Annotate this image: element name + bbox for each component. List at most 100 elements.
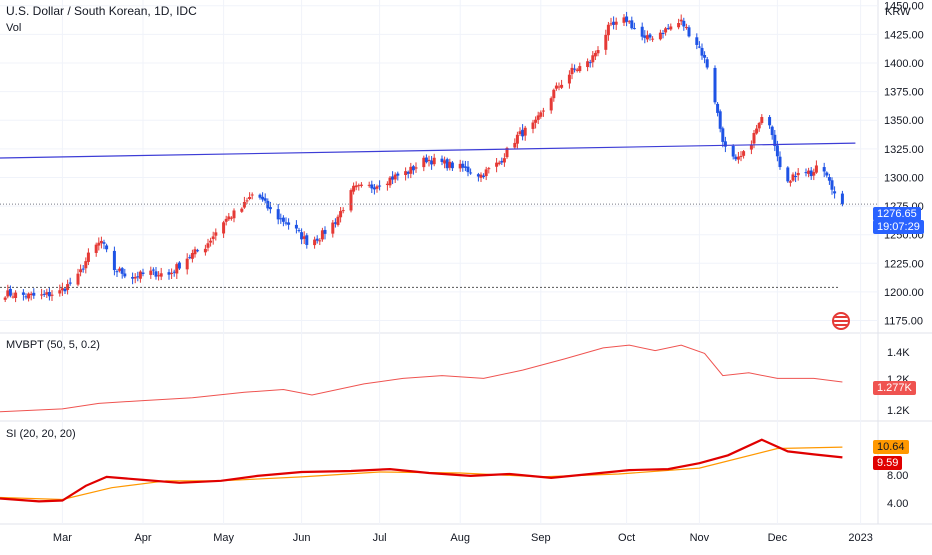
candle-body: [287, 222, 291, 225]
candle-body: [115, 271, 119, 273]
candle-body: [276, 209, 280, 220]
price-tick-label: 1225.00: [884, 258, 924, 270]
candle-body: [385, 183, 389, 185]
si-signal-tag: 10.64: [873, 440, 909, 454]
us-flag-icon[interactable]: [832, 312, 850, 330]
candle-body: [167, 272, 171, 275]
candle-body: [203, 248, 207, 253]
candle-body: [586, 61, 590, 68]
candle-body: [32, 292, 36, 296]
price-tick-label: 1350.00: [884, 115, 924, 127]
candle-body: [734, 156, 738, 160]
candle-body: [827, 177, 831, 181]
candle-body: [495, 162, 499, 167]
candle-body: [716, 103, 720, 113]
candle-body: [367, 184, 371, 186]
candle-body: [833, 191, 837, 194]
si-title: SI (20, 20, 20): [6, 428, 76, 440]
candle-body: [778, 156, 782, 168]
candle-body: [157, 275, 161, 277]
candle-body: [84, 261, 88, 269]
candle-body: [318, 240, 322, 242]
price-tick-label: 1400.00: [884, 58, 924, 70]
candle-body: [703, 54, 707, 58]
last-price-tag: 1276.65: [873, 207, 921, 221]
candle-body: [50, 294, 54, 296]
candle-body: [297, 230, 301, 232]
candle-body: [359, 184, 363, 186]
candle-body: [24, 296, 28, 298]
candle-body: [261, 196, 265, 200]
candle-body: [42, 293, 46, 295]
candle-body: [651, 38, 655, 40]
candle-body: [268, 207, 272, 210]
candle-body: [58, 290, 62, 294]
candle-body: [523, 127, 527, 136]
time-tick-label: Aug: [450, 532, 470, 544]
candle-body: [315, 238, 319, 241]
time-tick-label: Oct: [618, 532, 635, 544]
candle-body: [739, 155, 743, 157]
candle-body: [625, 16, 629, 22]
candle-body: [60, 288, 64, 291]
candle-body: [661, 32, 665, 34]
candle-body: [500, 160, 504, 163]
candle-body: [614, 21, 618, 25]
candle-body: [552, 89, 556, 99]
candle-body: [814, 165, 818, 173]
candle-body: [105, 245, 109, 250]
time-tick-label: Apr: [134, 532, 151, 544]
candle-body: [138, 271, 142, 279]
candle-body: [755, 128, 759, 134]
candle-body: [375, 186, 379, 189]
candle-body: [339, 211, 343, 218]
candle-body: [188, 257, 192, 259]
candle-body: [112, 250, 116, 271]
candle-body: [627, 21, 631, 23]
candle-body: [14, 292, 18, 298]
candle-body: [86, 252, 90, 262]
candle-body: [479, 174, 483, 178]
candle-body: [97, 242, 101, 246]
candle-body: [770, 126, 774, 136]
candle-body: [521, 129, 525, 137]
candle-body: [430, 160, 434, 165]
candle-body: [812, 172, 816, 176]
candle-body: [79, 269, 83, 273]
candle-body: [354, 185, 358, 188]
candle-body: [515, 134, 519, 144]
candle-body: [682, 20, 686, 27]
candle-body: [666, 28, 670, 30]
candle-body: [560, 84, 564, 88]
trendline: [0, 142, 856, 159]
candle-body: [760, 117, 764, 124]
candle-body: [557, 86, 561, 88]
si-signal-line: [0, 446, 843, 501]
candle-body: [791, 174, 795, 181]
candle-body: [742, 151, 746, 156]
mvbpt-line: [0, 344, 843, 413]
candle-body: [391, 176, 395, 180]
candle-body: [604, 34, 608, 50]
candle-body: [752, 132, 756, 144]
price-tick-label: 1200.00: [884, 287, 924, 299]
candle-body: [131, 276, 135, 279]
time-tick-label: May: [213, 532, 234, 544]
candle-body: [687, 27, 691, 37]
candle-body: [440, 158, 444, 162]
candle-body: [830, 180, 834, 190]
candle-body: [697, 46, 701, 48]
candle-body: [222, 222, 226, 234]
candle-body: [279, 218, 283, 220]
candle-body: [372, 187, 376, 190]
candle-body: [606, 24, 610, 36]
candle-body: [757, 122, 761, 129]
candle-body: [149, 270, 153, 275]
candle-body: [825, 172, 829, 176]
candle-body: [427, 159, 431, 161]
candle-body: [609, 23, 613, 25]
candle-body: [679, 19, 683, 22]
candle-body: [214, 232, 218, 236]
price-tick-label: 1425.00: [884, 29, 924, 41]
candle-body: [172, 271, 176, 273]
